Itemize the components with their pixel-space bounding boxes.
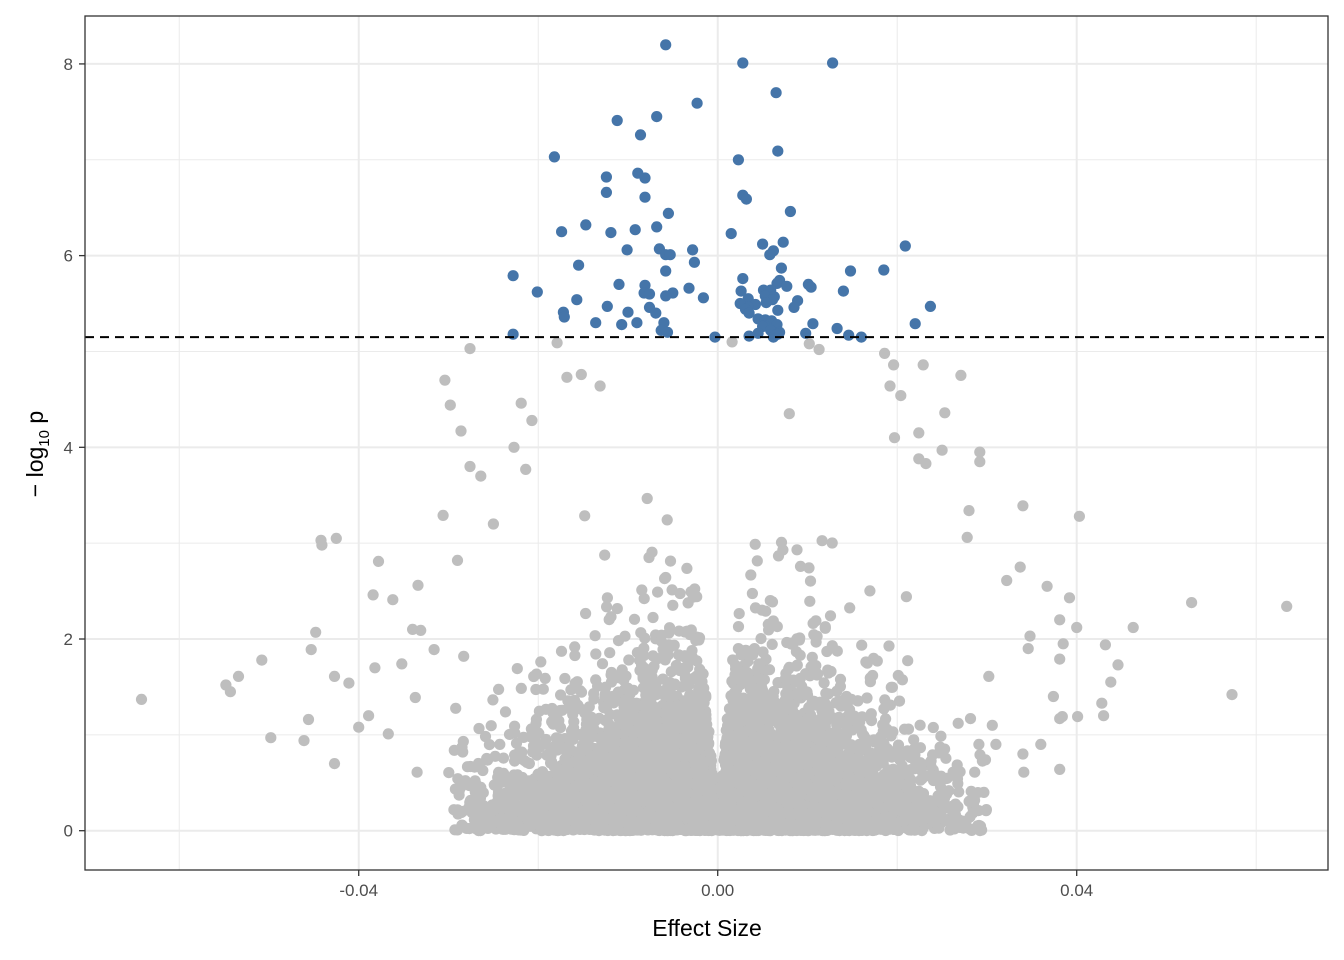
nonsignificant-point	[935, 730, 947, 742]
nonsignificant-point	[973, 738, 985, 751]
nonsignificant-point	[519, 755, 531, 767]
nonsignificant-point	[443, 767, 455, 779]
minor-gridlines	[85, 16, 1328, 870]
nonsignificant-point	[535, 656, 547, 668]
nonsignificant-point	[933, 822, 945, 834]
nonsignificant-point	[794, 560, 807, 573]
nonsignificant-point	[804, 595, 816, 607]
nonsignificant-point	[494, 738, 506, 751]
nonsignificant-point	[530, 683, 542, 696]
nonsignificant-point	[571, 676, 583, 688]
nonsignificant-point	[681, 562, 693, 575]
nonsignificant-point	[693, 632, 706, 644]
nonsignificant-point	[499, 706, 512, 718]
nonsignificant-point	[865, 708, 877, 720]
nonsignificant-point	[864, 585, 876, 597]
nonsignificant-point	[893, 695, 906, 707]
nonsignificant-point	[681, 625, 693, 637]
nonsignificant-point	[914, 719, 926, 731]
nonsignificant-point	[623, 654, 635, 666]
nonsignificant-point	[559, 672, 571, 685]
nonsignificant-point	[590, 648, 602, 660]
nonsignificant-point	[487, 694, 499, 706]
nonsignificant-point	[927, 721, 939, 734]
nonsignificant-point	[766, 638, 778, 651]
nonsignificant-point	[902, 655, 914, 667]
nonsignificant-point	[450, 702, 462, 714]
nonsignificant-point	[952, 778, 964, 790]
nonsignificant-points-bulk	[443, 408, 993, 837]
nonsignificant-point	[673, 625, 685, 637]
nonsignificant-point	[485, 720, 497, 732]
nonsignificant-point	[647, 611, 659, 624]
nonsignificant-point	[611, 603, 623, 615]
nonsignificant-point	[619, 630, 631, 642]
nonsignificant-point	[604, 647, 616, 659]
nonsignificant-point	[791, 544, 803, 556]
nonsignificant-point	[601, 592, 614, 604]
nonsignificant-point	[844, 602, 856, 614]
nonsignificant-point	[569, 649, 581, 662]
nonsignificant-point	[546, 716, 558, 728]
nonsignificant-point	[664, 622, 676, 634]
nonsignificant-point	[664, 555, 677, 567]
nonsignificant-point	[771, 621, 783, 633]
nonsignificant-point	[952, 717, 964, 729]
nonsignificant-point	[883, 640, 895, 652]
nonsignificant-point	[783, 408, 795, 420]
nonsignificant-point	[900, 591, 913, 603]
nonsignificant-point	[580, 607, 592, 620]
